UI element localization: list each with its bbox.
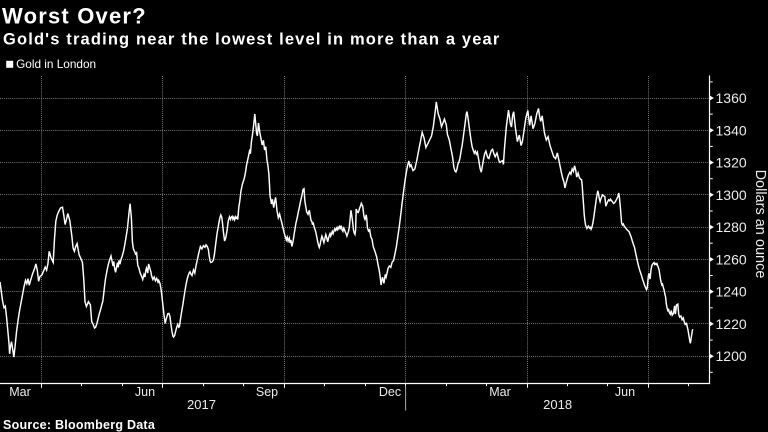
svg-text:1240: 1240 [716, 284, 747, 300]
svg-text:1220: 1220 [716, 316, 747, 332]
svg-text:1340: 1340 [716, 122, 747, 138]
svg-text:1320: 1320 [716, 155, 747, 171]
svg-text:Gold's trading near the lowest: Gold's trading near the lowest level in … [3, 31, 500, 49]
svg-text:Dec: Dec [379, 385, 401, 399]
svg-text:1280: 1280 [716, 219, 747, 235]
svg-text:Worst Over?: Worst Over? [2, 4, 147, 29]
svg-text:Gold in London: Gold in London [16, 57, 96, 71]
svg-text:1200: 1200 [716, 348, 747, 364]
svg-text:1300: 1300 [716, 187, 747, 203]
svg-text:1360: 1360 [716, 90, 747, 106]
svg-text:Mar: Mar [489, 385, 511, 399]
svg-text:Dollars an ounce: Dollars an ounce [752, 170, 768, 279]
svg-text:Mar: Mar [9, 385, 31, 399]
svg-text:2018: 2018 [543, 397, 572, 412]
svg-text:Jun: Jun [615, 385, 635, 399]
svg-text:1260: 1260 [716, 251, 747, 267]
svg-text:Sep: Sep [256, 385, 278, 399]
svg-text:2017: 2017 [187, 397, 216, 412]
svg-text:Jun: Jun [135, 385, 155, 399]
svg-text:Source: Bloomberg Data: Source: Bloomberg Data [3, 418, 156, 432]
